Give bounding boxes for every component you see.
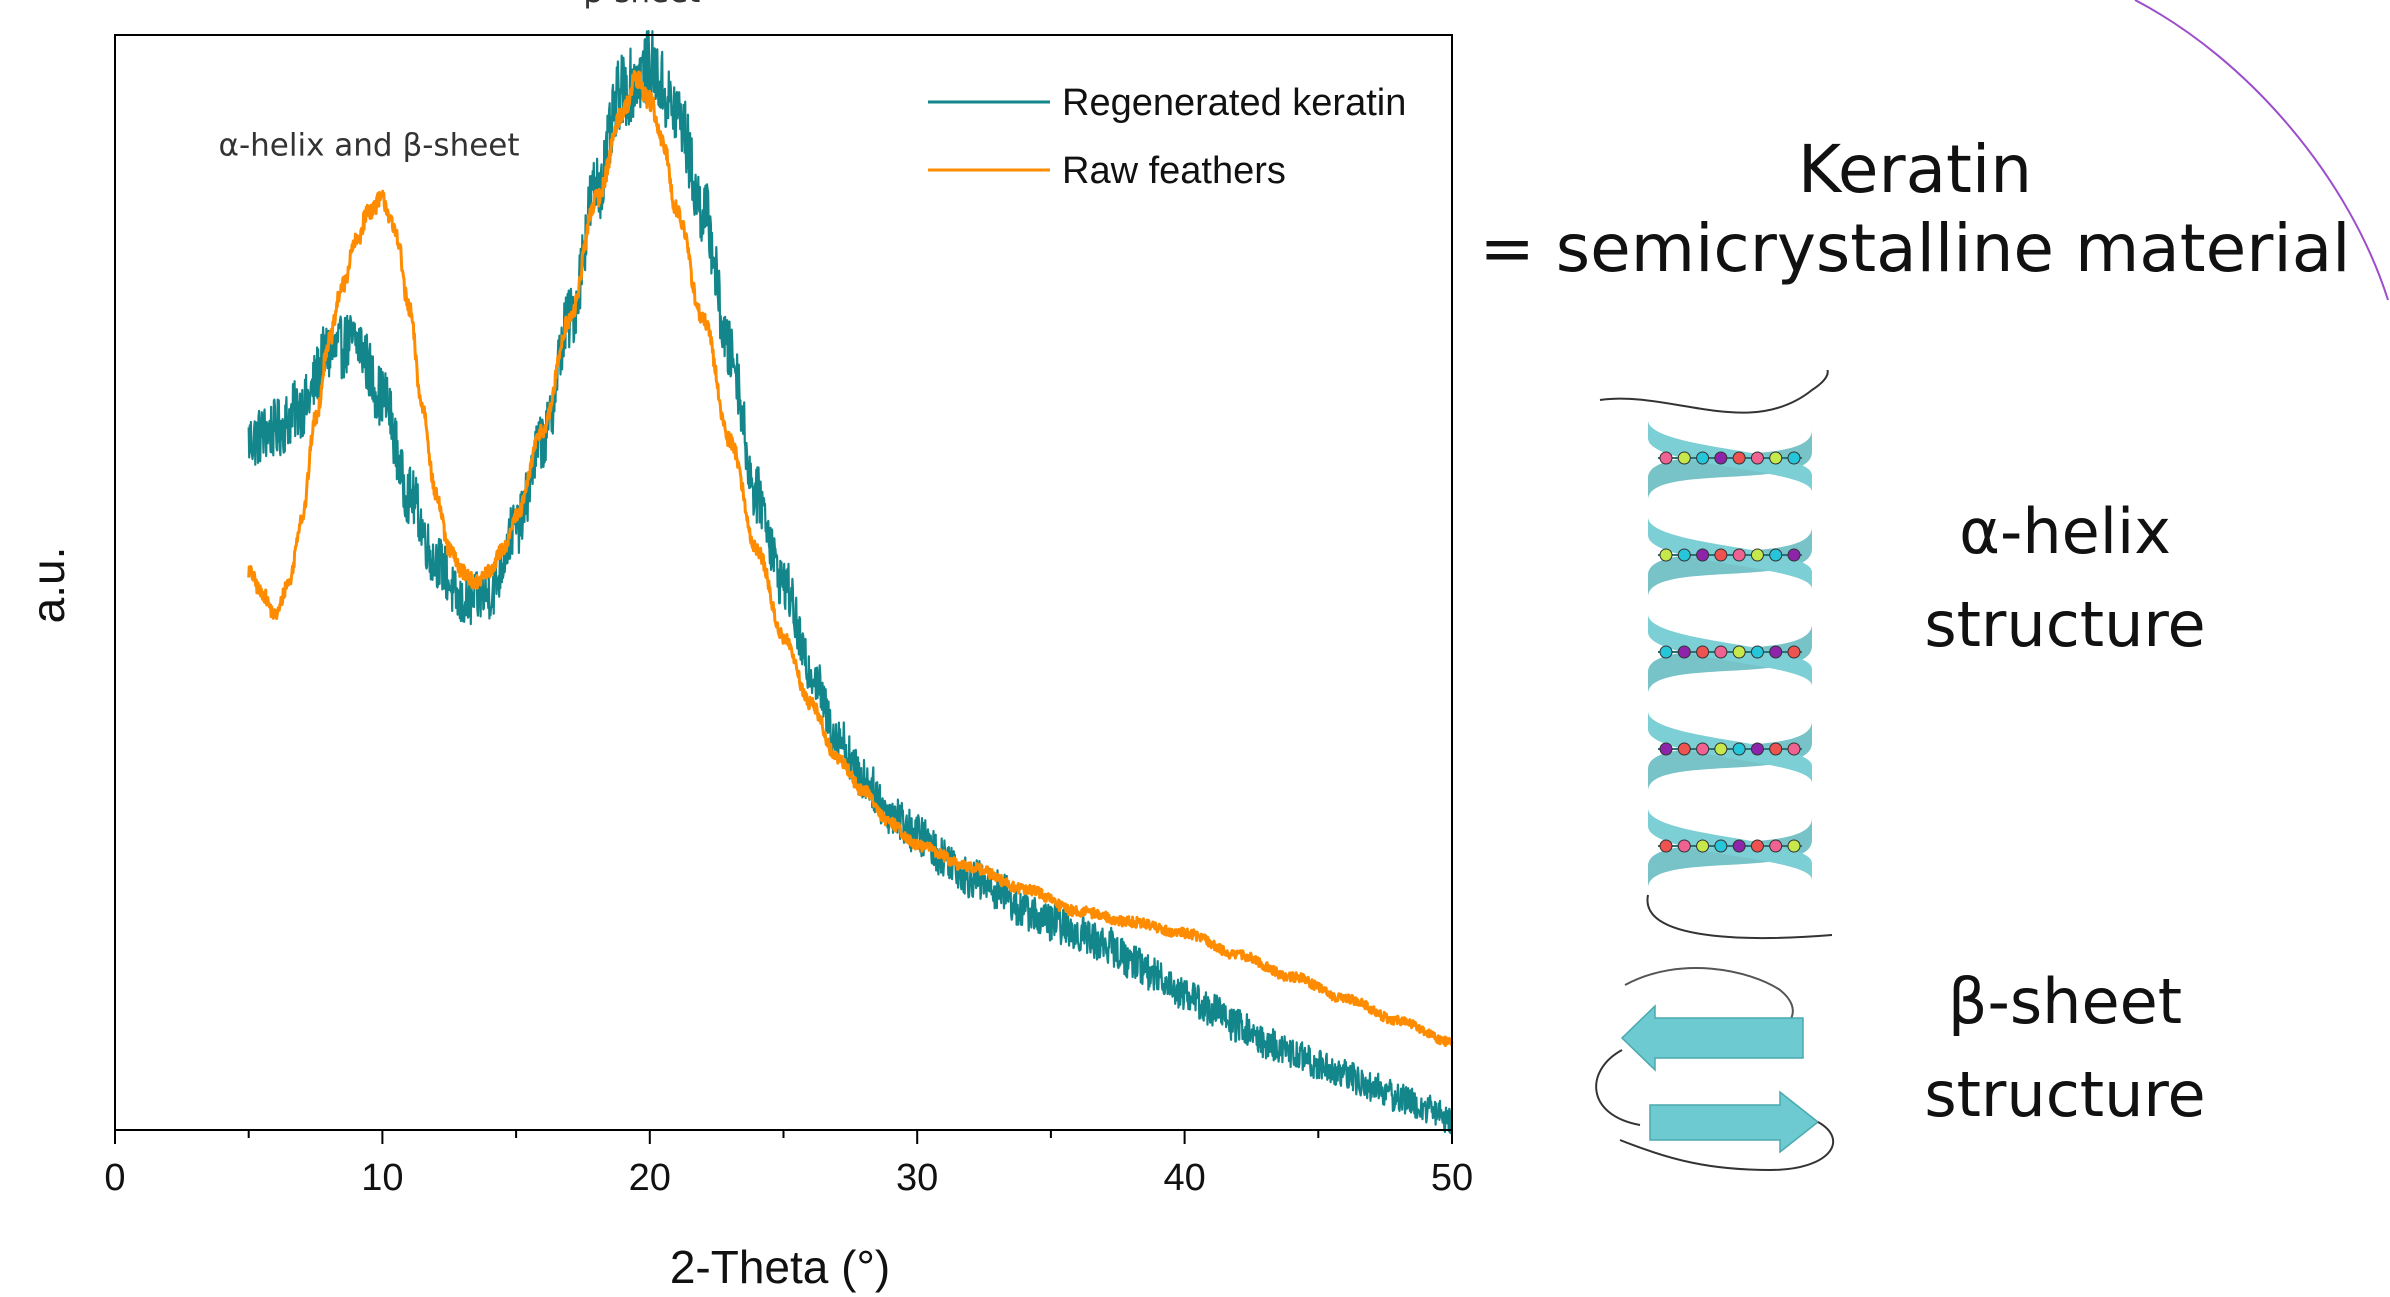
keratin-title: Keratin = semicrystalline material: [1470, 130, 2360, 288]
helix-ribbon-front: [1648, 808, 1812, 880]
helix-residue: [1659, 548, 1673, 562]
x-axis-title: 2-Theta (°): [670, 1241, 890, 1293]
corner-accent-arc: [2134, 0, 2389, 301]
annotations: α-helix and β-sheet β-sheet: [219, 0, 701, 163]
legend: Regenerated keratin Raw feathers: [928, 82, 1406, 192]
helix-residue: [1677, 839, 1691, 853]
keratin-title-line1: Keratin: [1797, 131, 2033, 208]
x-tick-label: 50: [1431, 1157, 1473, 1199]
helix-residue: [1769, 645, 1783, 659]
helix-residue: [1769, 742, 1783, 756]
helix-residue: [1696, 548, 1710, 562]
sheet-loop-right: [1619, 1121, 1835, 1172]
series-line-regenerated-keratin: [247, 30, 1454, 1135]
peak-annotation: β-sheet: [583, 0, 700, 10]
x-tick-label: 20: [629, 1157, 671, 1199]
beta-sheet-label-line1: β-sheet: [1947, 965, 2183, 1038]
helix-residue: [1732, 645, 1746, 659]
peak-annotation: α-helix and β-sheet: [219, 127, 520, 163]
helix-residue: [1769, 451, 1783, 465]
alpha-helix-label-line1: α-helix: [1959, 495, 2171, 568]
structure-illustrations: [1595, 370, 1835, 1172]
series-line-raw-feathers: [247, 69, 1454, 1048]
helix-ribbon-front: [1648, 517, 1812, 589]
alpha-helix-label-line2: structure: [1924, 588, 2206, 661]
helix-residue: [1714, 451, 1728, 465]
helix-ribbon-front: [1648, 711, 1812, 783]
helix-residue: [1659, 451, 1673, 465]
helix-residue: [1750, 742, 1764, 756]
beta-sheet-label-line2: structure: [1924, 1058, 2206, 1131]
beta-strand-arrow-left: [1620, 1004, 1804, 1072]
helix-residue: [1750, 839, 1764, 853]
plot-area: [247, 30, 1454, 1135]
axes: 2-Theta (°) a.u. 0 10 20 30 40 50: [22, 34, 1473, 1293]
x-tick-label: 40: [1163, 1157, 1205, 1199]
helix-residue: [1769, 548, 1783, 562]
legend-label: Regenerated keratin: [1062, 82, 1406, 124]
beta-strand-arrow-right: [1649, 1090, 1820, 1154]
helix-residue: [1677, 451, 1691, 465]
helix-residue: [1714, 839, 1728, 853]
helix-residue: [1732, 451, 1746, 465]
helix-residue: [1659, 742, 1673, 756]
helix-residue: [1714, 742, 1728, 756]
helix-residue: [1732, 742, 1746, 756]
helix-residue: [1769, 839, 1783, 853]
helix-residue: [1696, 742, 1710, 756]
keratin-title-line2: = semicrystalline material: [1479, 210, 2351, 288]
x-tick-label: 10: [361, 1157, 403, 1199]
y-axis-title: a.u.: [22, 547, 74, 624]
x-tick-label: 30: [896, 1157, 938, 1199]
helix-residue: [1787, 742, 1801, 756]
helix-ribbon-front: [1648, 614, 1812, 686]
helix-residue: [1659, 645, 1673, 659]
helix-residue: [1787, 548, 1801, 562]
helix-residue: [1659, 839, 1673, 853]
beta-sheet-label: β-sheet structure: [1840, 955, 2290, 1141]
helix-residue: [1677, 548, 1691, 562]
helix-residue: [1696, 839, 1710, 853]
x-tick-label: 0: [104, 1157, 125, 1199]
helix-ribbon-front: [1648, 420, 1812, 492]
helix-loop-top: [1599, 370, 1829, 414]
alpha-helix-illustration: [1599, 370, 1833, 940]
helix-residue: [1696, 451, 1710, 465]
helix-residue: [1750, 645, 1764, 659]
helix-residue: [1677, 645, 1691, 659]
helix-residue: [1677, 742, 1691, 756]
helix-residue: [1787, 451, 1801, 465]
sheet-loop-left: [1595, 1049, 1641, 1126]
beta-sheet-illustration: [1595, 967, 1835, 1172]
helix-residue: [1714, 548, 1728, 562]
helix-residue: [1750, 548, 1764, 562]
helix-residue: [1750, 451, 1764, 465]
helix-residue: [1787, 645, 1801, 659]
helix-residue: [1714, 645, 1728, 659]
legend-label: Raw feathers: [1062, 150, 1286, 192]
helix-residue: [1732, 839, 1746, 853]
xrd-chart: 2-Theta (°) a.u. 0 10 20 30 40 50 α-helix and…: [22, 0, 1473, 1293]
accent-arc-line: [2134, 0, 2389, 301]
helix-residue: [1696, 645, 1710, 659]
helix-loop-bottom: [1646, 894, 1833, 940]
alpha-helix-label: α-helix structure: [1840, 485, 2290, 671]
helix-residue: [1732, 548, 1746, 562]
helix-residue: [1787, 839, 1801, 853]
